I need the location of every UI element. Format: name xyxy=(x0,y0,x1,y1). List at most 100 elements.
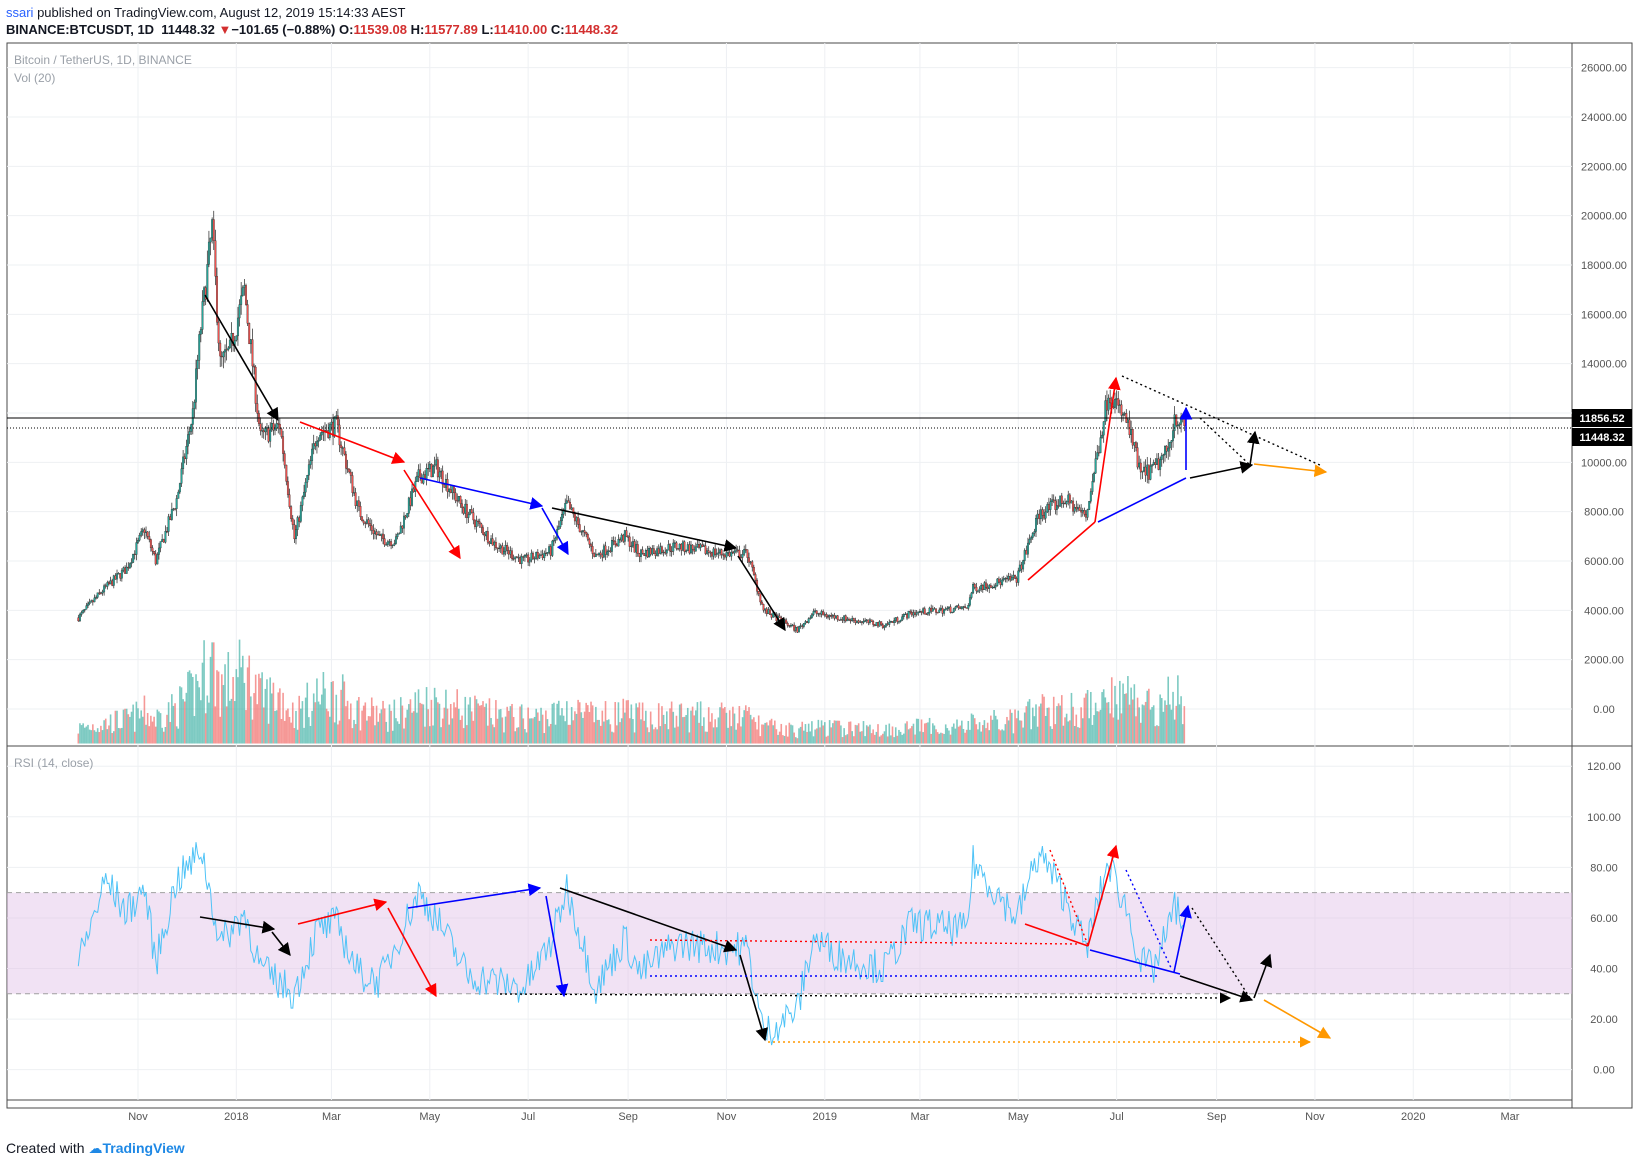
candle xyxy=(104,583,107,589)
volume-bar xyxy=(667,729,670,744)
candle xyxy=(470,505,473,514)
volume-bar xyxy=(607,719,610,744)
candle xyxy=(664,547,667,555)
volume-bar xyxy=(678,704,681,744)
volume-bar xyxy=(944,724,947,744)
volume-bar xyxy=(314,702,317,744)
volume-bar xyxy=(90,730,93,744)
candle xyxy=(541,549,544,561)
candle xyxy=(657,544,660,557)
volume-bar xyxy=(688,732,691,744)
candle xyxy=(290,505,293,522)
volume-bar xyxy=(1060,695,1063,744)
candle xyxy=(888,619,891,628)
volume-bar xyxy=(806,731,808,744)
volume-bar xyxy=(706,731,708,744)
candle xyxy=(978,586,981,594)
volume-bar xyxy=(535,708,538,744)
candle xyxy=(694,542,697,552)
volume-bar xyxy=(591,705,594,744)
volume-bar xyxy=(132,704,134,744)
volume-bar xyxy=(891,726,894,744)
volume-bar xyxy=(217,671,220,744)
candle xyxy=(862,618,865,625)
volume-bar xyxy=(175,726,178,744)
author-link[interactable]: ssari xyxy=(6,5,34,20)
candle xyxy=(145,526,147,539)
candle xyxy=(507,546,510,560)
volume-bar xyxy=(1098,711,1100,744)
volume-bar xyxy=(545,710,547,744)
volume-bar xyxy=(569,724,571,744)
volume-bar xyxy=(578,702,581,744)
volume-bar xyxy=(693,715,696,744)
candle xyxy=(1062,500,1065,508)
candle xyxy=(648,545,651,558)
volume-bar xyxy=(719,707,721,744)
volume-bar xyxy=(580,712,583,744)
volume-bar xyxy=(625,700,628,744)
volume-bar xyxy=(203,640,205,744)
volume-bar xyxy=(1123,693,1126,744)
candle xyxy=(690,541,692,555)
candle xyxy=(728,548,731,558)
close-value: 11448.32 xyxy=(564,22,619,37)
candle xyxy=(180,462,183,488)
volume-bar xyxy=(841,737,844,744)
volume-bar xyxy=(641,702,644,744)
candle xyxy=(717,547,720,559)
volume-bar xyxy=(1131,699,1134,744)
volume-bar xyxy=(556,703,558,744)
volume-bar xyxy=(501,717,504,744)
volume-bar xyxy=(201,662,204,744)
volume-bar xyxy=(777,734,779,744)
volume-bar xyxy=(980,731,982,744)
volume-bar xyxy=(85,726,88,744)
candle xyxy=(652,544,655,555)
candle xyxy=(954,605,957,611)
volume-bar xyxy=(432,725,434,744)
candle xyxy=(493,540,496,551)
candle xyxy=(957,603,960,610)
candle xyxy=(551,539,554,557)
volume-bar xyxy=(150,715,152,744)
candle xyxy=(851,615,854,622)
annotation-arrow xyxy=(559,887,738,953)
volume-bar xyxy=(433,687,436,744)
candle xyxy=(161,534,164,542)
candle xyxy=(77,614,80,622)
candle xyxy=(680,543,683,556)
volume-bar xyxy=(996,719,999,744)
high-value: 11577.89 xyxy=(424,22,478,37)
volume-bar xyxy=(977,729,979,744)
volume-bar xyxy=(622,698,625,744)
volume-bar xyxy=(470,711,473,744)
candle xyxy=(1139,458,1142,480)
last-price-badge xyxy=(1572,428,1632,446)
volume-bar xyxy=(1030,729,1032,744)
candle xyxy=(314,441,317,451)
candle xyxy=(1105,390,1108,422)
tradingview-brand[interactable]: TradingView xyxy=(102,1140,185,1156)
candle xyxy=(1065,500,1068,508)
candle xyxy=(346,459,349,473)
candle xyxy=(751,560,754,572)
candle xyxy=(927,612,929,616)
candle xyxy=(196,354,199,380)
candle xyxy=(649,546,652,557)
volume-bar xyxy=(886,736,889,744)
volume-bar xyxy=(308,717,310,744)
footer: Created with ☁TradingView xyxy=(6,1140,185,1157)
candle xyxy=(296,515,299,537)
candle xyxy=(914,609,917,618)
volume-bar xyxy=(951,726,953,744)
volume-bar xyxy=(914,734,916,744)
candle xyxy=(417,464,420,483)
price-tick-label: 6000.00 xyxy=(1584,556,1624,568)
candle xyxy=(336,408,339,433)
volume-bar xyxy=(796,738,799,744)
candle xyxy=(170,502,173,521)
candle xyxy=(1076,503,1079,512)
candle xyxy=(749,561,752,565)
